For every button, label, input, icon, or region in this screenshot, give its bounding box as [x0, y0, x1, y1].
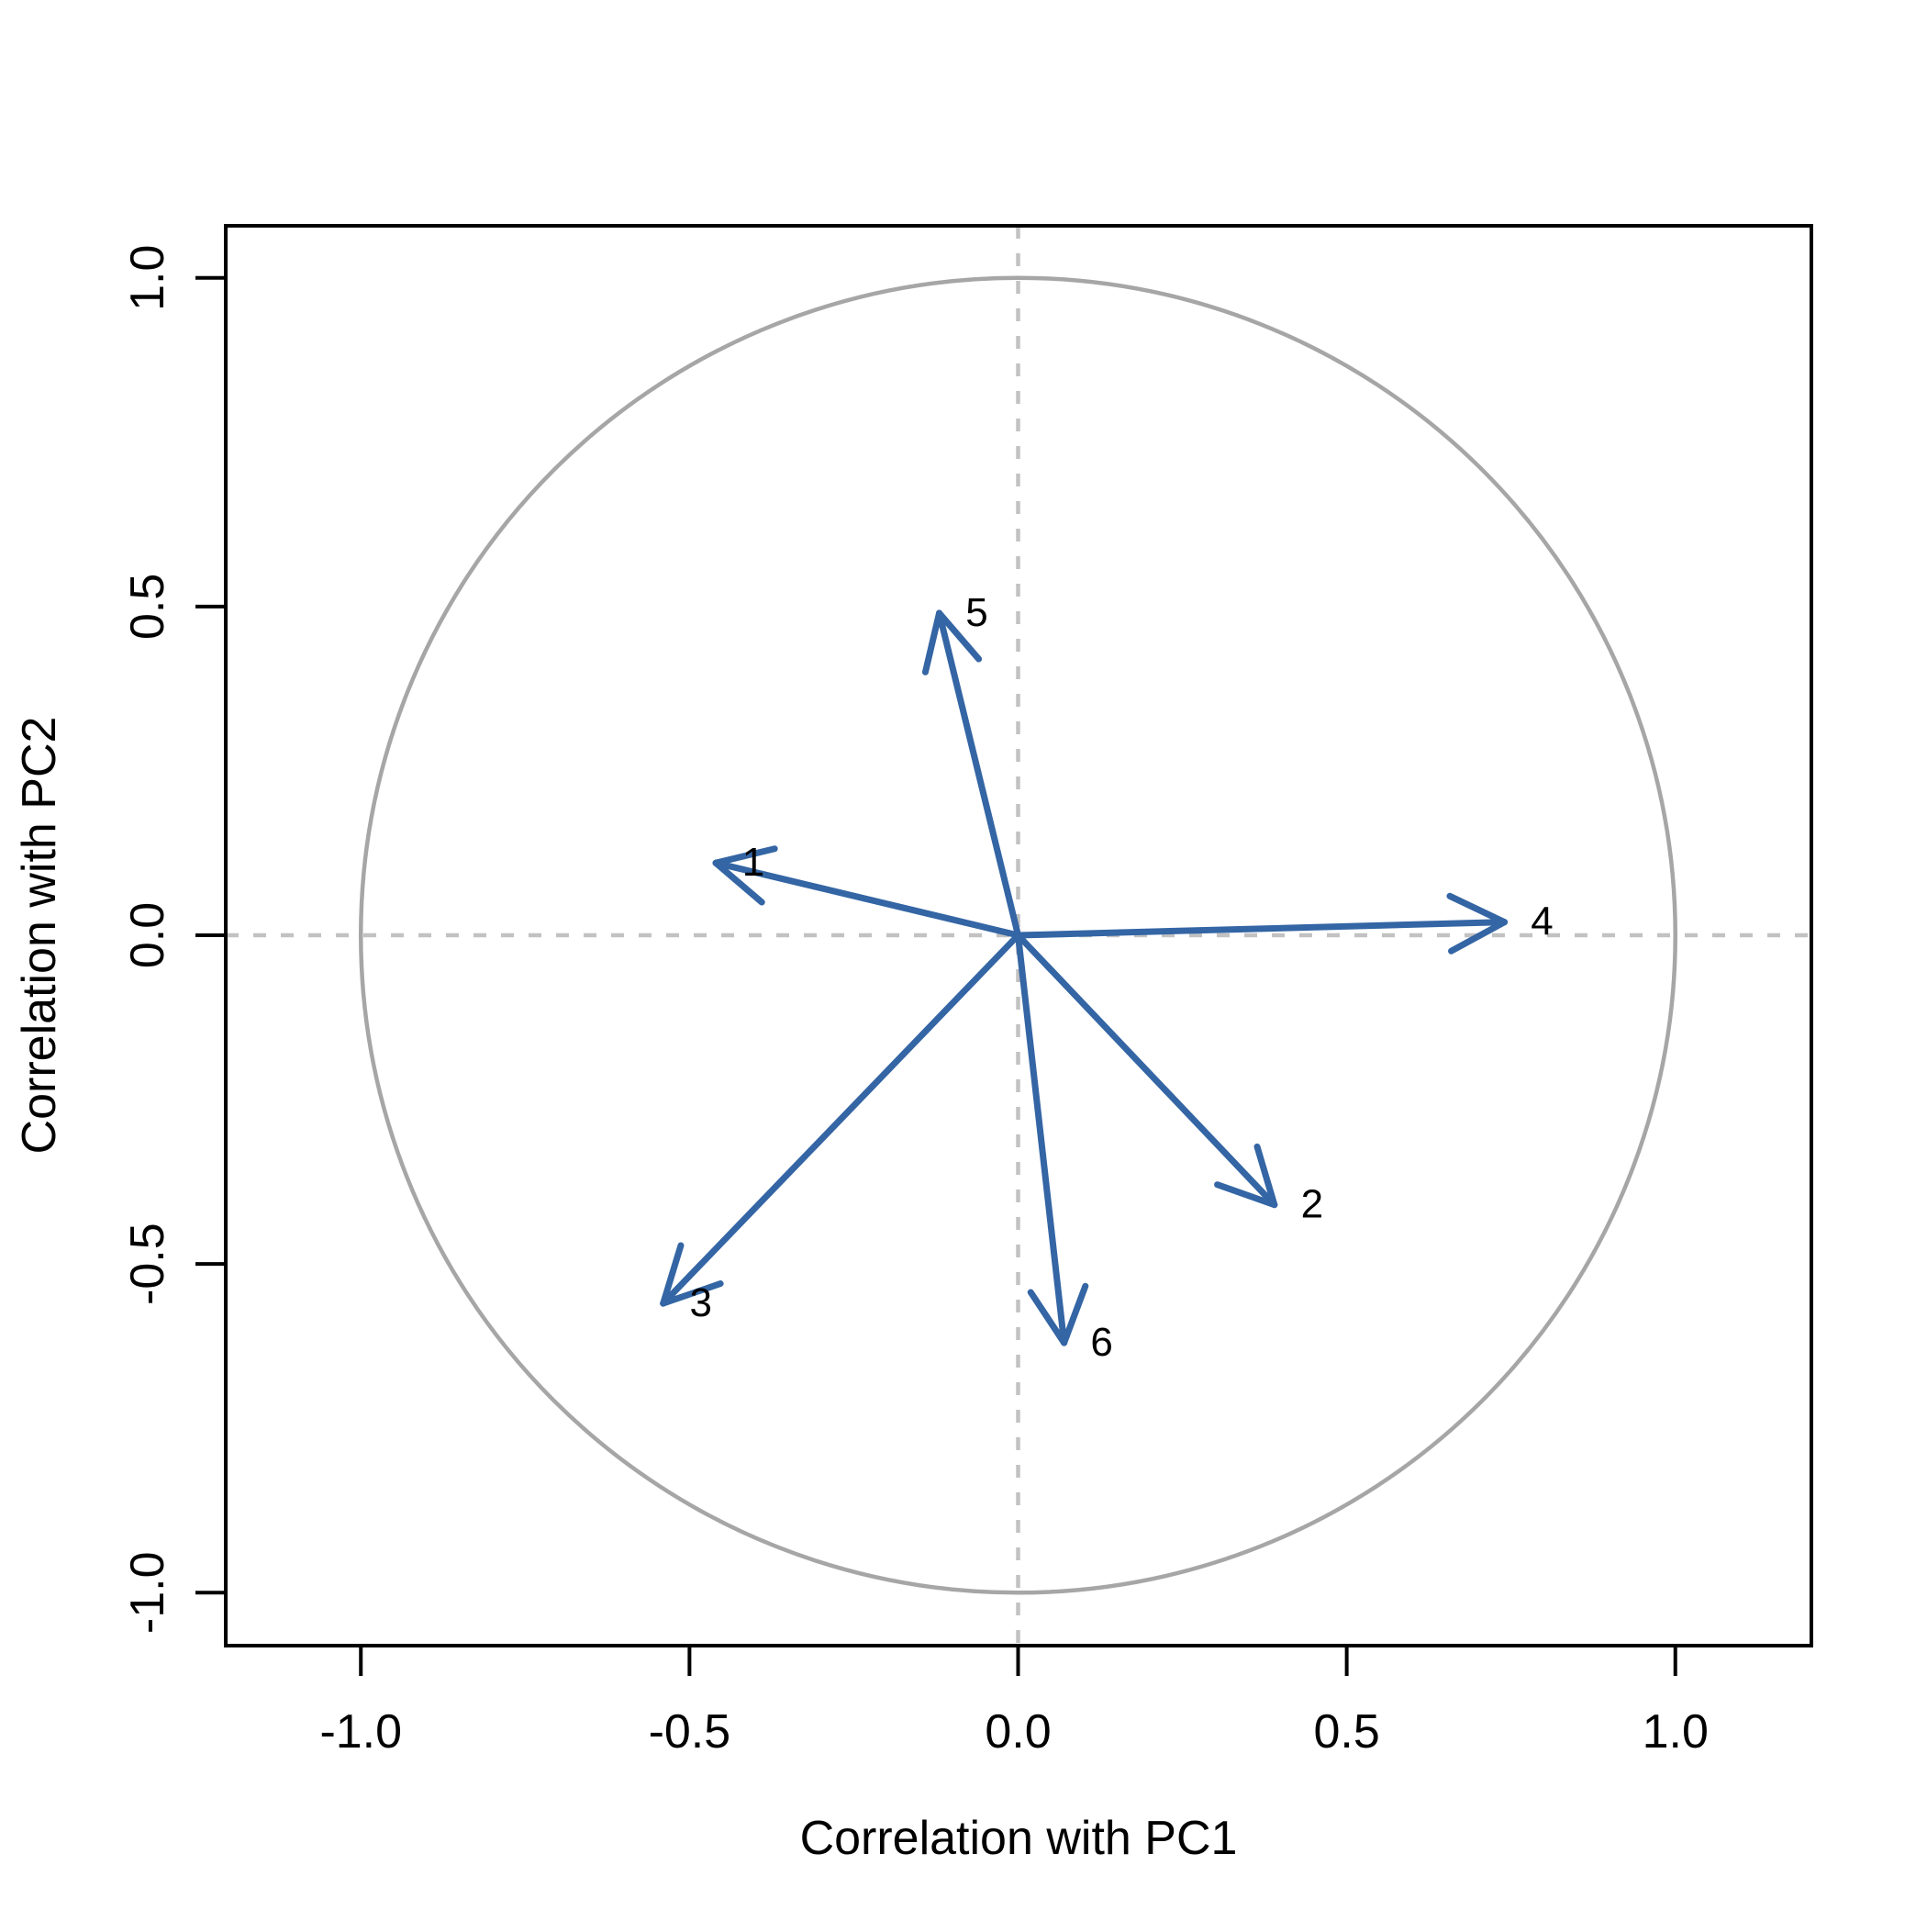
x-tick-label: 0.0 [985, 1705, 1051, 1759]
variable-label-1: 1 [742, 840, 764, 885]
reference-layer [226, 226, 1811, 1646]
arrow-head-barb [1448, 919, 1509, 955]
unit-correlation-circle [359, 275, 1677, 1595]
arrow-head-barb [1253, 1143, 1278, 1209]
variable-label-3: 3 [689, 1280, 711, 1325]
arrow-head-barb [712, 845, 778, 866]
arrow-shaft-5 [936, 609, 1021, 939]
arrows-layer: 1 2 3 4 5 6 [660, 590, 1554, 1365]
variable-arrow-6 [1015, 932, 1089, 1346]
variable-arrow-3 [660, 932, 1021, 1307]
variable-arrow-2 [1015, 932, 1278, 1209]
y-tick-label: 0.0 [121, 902, 174, 968]
arrow-head-barb [660, 1242, 685, 1307]
x-axis-title: Correlation with PC1 [800, 1812, 1238, 1865]
arrow-head-barb [1446, 892, 1509, 926]
arrow-head-barb [1214, 1181, 1278, 1209]
y-tick-label: 0.5 [121, 574, 174, 640]
y-tick-label: -1.0 [121, 1551, 174, 1634]
variable-label-6: 6 [1090, 1320, 1112, 1365]
arrow-shaft-3 [660, 932, 1021, 1307]
x-tick-label: -0.5 [649, 1705, 731, 1759]
arrow-shaft-4 [1015, 919, 1509, 939]
arrow-head-barb [936, 609, 983, 663]
variable-label-5: 5 [965, 590, 987, 635]
x-tick-label: 0.5 [1313, 1705, 1379, 1759]
axes-layer: -1.0 -0.5 0.0 0.5 1.0 1.0 0.5 0.0 -0.5 -1.0 [121, 224, 1813, 1759]
y-axis-title: Correlation with PC2 [13, 717, 66, 1155]
variable-arrow-4 [1015, 892, 1509, 955]
arrow-head-barb [921, 609, 943, 676]
variable-label-4: 4 [1531, 899, 1553, 944]
arrow-shaft-6 [1015, 932, 1068, 1346]
variable-arrow-1 [712, 845, 1021, 939]
arrow-head-barb [712, 859, 765, 906]
arrow-head-barb [1027, 1289, 1068, 1346]
variable-arrow-5 [921, 609, 1021, 939]
arrow-head-barb [660, 1280, 724, 1307]
y-tick-label: 1.0 [121, 245, 174, 311]
arrow-head-barb [1061, 1282, 1089, 1346]
x-tick-label: 1.0 [1643, 1705, 1709, 1759]
variable-label-2: 2 [1301, 1182, 1323, 1227]
y-tick-label: -0.5 [121, 1223, 174, 1305]
x-tick-label: -1.0 [319, 1705, 402, 1759]
arrow-shaft-1 [712, 859, 1021, 939]
arrow-shaft-2 [1015, 932, 1278, 1209]
